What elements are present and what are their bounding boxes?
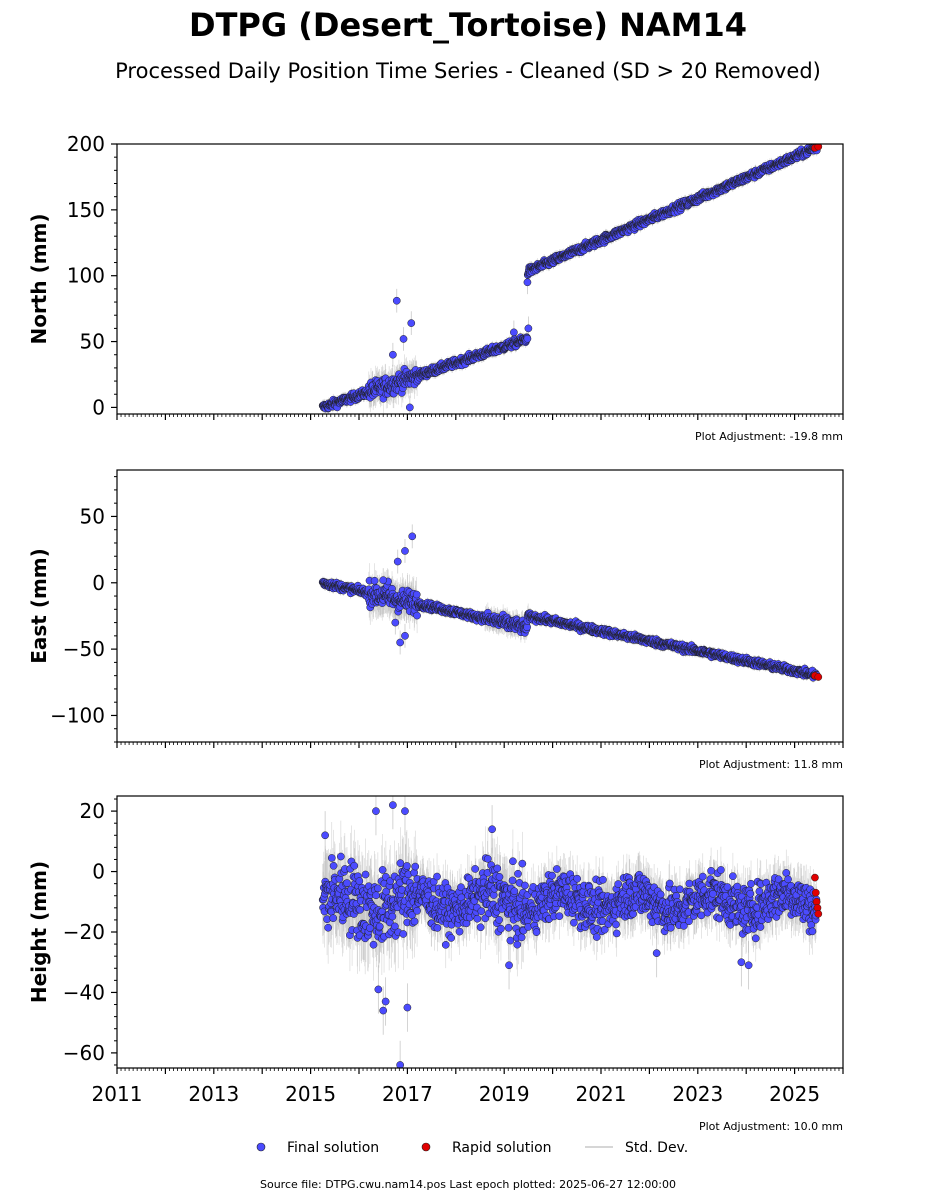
y-tick-label: 200 [67, 132, 105, 156]
y-tick-label: 0 [92, 395, 105, 419]
final-solution-point [510, 328, 518, 337]
final-solution-point [523, 278, 532, 287]
y-tick-label: 100 [67, 264, 105, 288]
final-solution-point [407, 319, 416, 327]
plot-area [318, 524, 823, 684]
final-solution-point [523, 334, 532, 343]
final-solution-point [399, 335, 408, 343]
final-solution-point [405, 403, 414, 412]
final-solution-point [524, 324, 533, 333]
figure-title: DTPG (Desert_Tortoise) NAM14 [189, 6, 747, 44]
y-tick-label: 50 [80, 330, 105, 354]
final-solution-point [389, 350, 397, 359]
plot-area [318, 144, 823, 414]
final-solution-point [413, 611, 421, 620]
final-solution-point [392, 296, 401, 305]
north-panel: 0 50 100 150 200 North (mm) Plot Adjustment: -… [27, 132, 844, 443]
rapid-solution-point [814, 144, 823, 151]
final-solution-point [370, 576, 379, 585]
final-solution-point [412, 590, 421, 599]
y-axis-label: North (mm) [27, 213, 51, 344]
figure-subtitle: Processed Daily Position Time Series - C… [115, 59, 821, 83]
y-tick-label: 150 [67, 198, 105, 222]
final-solution-point [523, 623, 531, 632]
plot-adjustment-note: Plot Adjustment: -19.8 mm [695, 430, 843, 443]
